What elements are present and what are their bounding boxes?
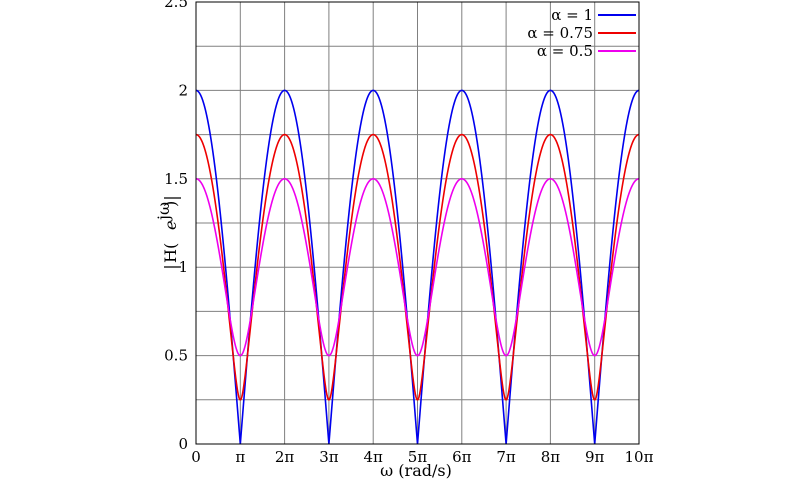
y-tick-label: 1 xyxy=(178,258,188,276)
x-tick-label: 2π xyxy=(275,448,295,466)
y-tick-label: 0.5 xyxy=(164,347,188,365)
y-axis-label: H( e jω ) xyxy=(154,197,181,268)
legend: α = 1α = 0.75α = 0.5 xyxy=(527,6,636,60)
legend-label: α = 1 xyxy=(551,6,593,24)
x-tick-label: 0 xyxy=(191,448,201,466)
x-tick-label: 4π xyxy=(363,448,383,466)
y-axis-label-sup: jω xyxy=(154,202,173,222)
x-tick-label: 9π xyxy=(585,448,605,466)
x-tick-label: 10π xyxy=(625,448,654,466)
plot-frame xyxy=(195,1,640,445)
x-tick-label: 3π xyxy=(319,448,339,466)
x-tick-label: 7π xyxy=(496,448,516,466)
y-tick-label: 0 xyxy=(178,435,188,453)
series-line-2 xyxy=(195,133,640,401)
legend-label: α = 0.75 xyxy=(527,24,593,42)
y-axis-label-e: e xyxy=(161,221,180,230)
y-tick-label: 1.5 xyxy=(164,170,188,188)
x-tick-labels: 0 π 2π 3π 4π 5π 6π 7π 8π 9π 10π xyxy=(191,448,653,466)
series-line-3 xyxy=(195,177,640,357)
y-axis-label-close: ) xyxy=(161,201,180,207)
legend-label: α = 0.5 xyxy=(537,42,593,60)
y-tick-labels: 0 0.5 1 1.5 2 2.5 xyxy=(164,0,188,453)
y-axis-label-main: H( xyxy=(161,243,180,263)
x-tick-label: π xyxy=(235,448,245,466)
x-tick-label: 8π xyxy=(541,448,561,466)
x-axis-label: ω (rad/s) xyxy=(380,461,452,480)
x-tick-label: 5π xyxy=(408,448,428,466)
x-tick-label: 6π xyxy=(452,448,472,466)
y-tick-label: 2 xyxy=(178,81,188,99)
y-tick-label: 2.5 xyxy=(164,0,188,11)
